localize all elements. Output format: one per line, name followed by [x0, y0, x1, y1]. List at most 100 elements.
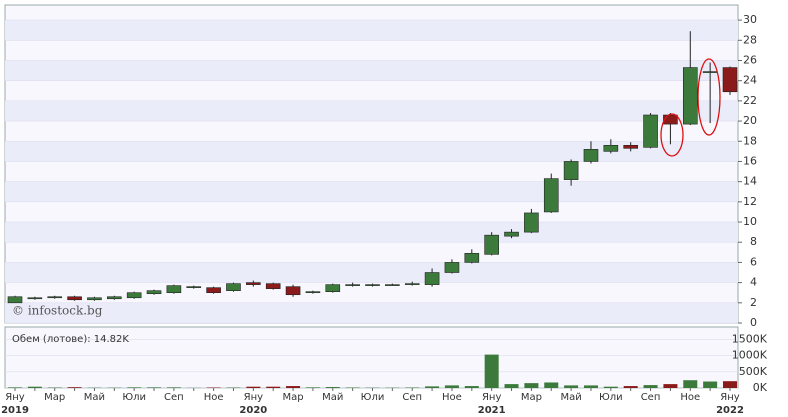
stripe [5, 262, 738, 283]
x-tick-label: Ное [680, 392, 700, 403]
volume-bar [325, 387, 340, 388]
y-tick-label: 30 [743, 13, 757, 26]
x-year-label: 2019 [1, 405, 29, 416]
candle-body [543, 178, 559, 213]
volume-bar [67, 387, 82, 388]
x-tick-label: Сеп [164, 392, 184, 403]
highlight-ellipse [697, 58, 721, 136]
volume-bar [305, 387, 320, 388]
volume-bar [524, 383, 539, 388]
candle-body [47, 296, 63, 299]
y-tick-label: 500K [739, 365, 768, 378]
candle-body [126, 292, 142, 299]
volume-bar [246, 386, 261, 388]
volume-bar [703, 381, 718, 388]
y-tick-label: 16 [743, 154, 757, 167]
x-tick-label: Мар [44, 392, 65, 403]
volume-bar [564, 385, 579, 388]
candle-body [682, 67, 698, 125]
candle-body [385, 284, 400, 286]
y-tick-label: 1500K [732, 332, 768, 345]
candle-body [583, 149, 599, 162]
watermark: © infostock.bg [12, 304, 103, 318]
stripe [5, 20, 738, 41]
y-tick-label: 2 [750, 296, 757, 309]
y-tick-label: 0K [753, 381, 768, 394]
candle-body [563, 161, 579, 180]
candle-body [643, 114, 658, 148]
volume-label: Обем (лотове): 14.82K [12, 334, 129, 345]
candle-body [702, 71, 718, 73]
x-year-label: 2021 [478, 405, 506, 416]
y-tick-label: 1000K [732, 349, 768, 362]
volume-bar [603, 386, 618, 388]
candle-body [404, 283, 420, 285]
x-tick-label: Ное [204, 392, 224, 403]
x-tick-label: Май [560, 392, 581, 403]
volume-bar [27, 386, 42, 388]
x-tick-label: Май [84, 392, 105, 403]
candle-body [365, 284, 380, 286]
volume-bar [166, 387, 181, 388]
x-tick-label: Юли [122, 392, 146, 403]
candle-body [166, 285, 182, 294]
volume-bar [504, 384, 519, 388]
volume-bar [683, 380, 698, 388]
y-tick-label: 0 [750, 316, 757, 329]
candle-body [67, 296, 82, 301]
y-tick-label: 22 [743, 94, 757, 107]
x-tick-label: Яну [720, 392, 739, 403]
candle-body [7, 296, 23, 304]
volume-bar [723, 381, 737, 388]
x-tick-label: Мар [283, 392, 304, 403]
candle-body [504, 231, 519, 237]
candle-body [444, 262, 460, 273]
y-tick-label: 26 [743, 53, 757, 66]
x-tick-label: Мар [521, 392, 542, 403]
candle-body [265, 283, 281, 289]
volume-bar [286, 386, 301, 388]
x-year-label: 2020 [239, 405, 267, 416]
candle-body [325, 284, 341, 293]
candle-body [424, 272, 440, 285]
x-tick-label: Сеп [641, 392, 661, 403]
volume-bar [544, 382, 559, 388]
stripe [5, 181, 738, 202]
y-tick-label: 4 [750, 276, 757, 289]
volume-bar [444, 385, 459, 388]
candle-body [464, 253, 480, 263]
volume-bar [643, 385, 658, 388]
x-tick-label: Юли [599, 392, 623, 403]
volume-bar [484, 354, 499, 388]
volume-bar [8, 387, 22, 388]
candle-body [87, 297, 102, 301]
candle-body [305, 291, 321, 294]
y-tick-label: 6 [750, 255, 757, 268]
x-tick-label: Яну [5, 392, 24, 403]
volume-panel [4, 326, 739, 389]
x-tick-label: Ное [442, 392, 462, 403]
volume-bar [147, 387, 162, 388]
volume-bar [127, 387, 142, 388]
x-tick-label: Май [322, 392, 343, 403]
candle-body [623, 144, 638, 149]
y-tick-label: 10 [743, 215, 757, 228]
x-year-label: 2022 [716, 405, 744, 416]
stripe [5, 100, 738, 122]
candle-body [146, 290, 162, 295]
x-tick-label: Яну [244, 392, 263, 403]
highlight-ellipse [660, 113, 684, 157]
candle-body [27, 297, 43, 300]
y-tick-label: 18 [743, 134, 757, 147]
candle-body [345, 284, 360, 286]
candle-body [663, 114, 678, 125]
x-tick-label: Юли [361, 392, 385, 403]
volume-bar [266, 386, 281, 388]
stripe [5, 302, 738, 323]
candle-body [603, 144, 619, 152]
candle-body [206, 287, 221, 294]
candle-body [285, 286, 301, 296]
y-tick-label: 14 [743, 175, 757, 188]
candle-body [226, 283, 241, 291]
